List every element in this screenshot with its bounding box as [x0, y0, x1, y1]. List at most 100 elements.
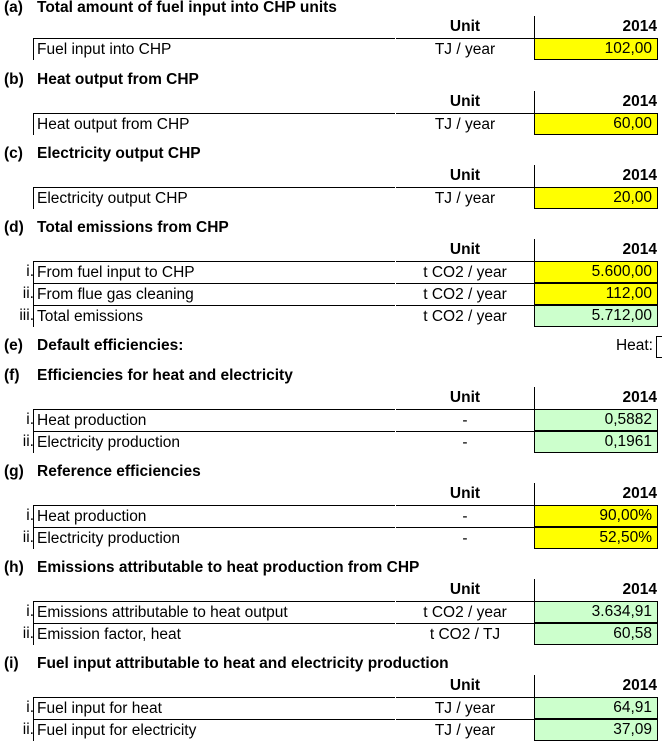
row-label: Emissions attributable to heat output [33, 601, 395, 623]
input-cell[interactable]: 5.600,00 [534, 261, 658, 283]
row-index: ii. [22, 625, 34, 642]
heat-default-input[interactable] [656, 336, 662, 358]
row-index: i. [26, 603, 34, 620]
unit-header: Unit [449, 241, 481, 258]
year-header: 2014 [534, 483, 657, 505]
row-index: ii. [22, 285, 34, 302]
section-a-header: Unit 2014 [0, 16, 662, 38]
row-label: Fuel input for heat [33, 697, 395, 719]
calculated-cell: 37,09 [534, 719, 658, 741]
row-label: Fuel input for electricity [33, 719, 395, 741]
row-label: From flue gas cleaning [33, 283, 395, 305]
table-row: ii. Electricity production - 52,50% [0, 527, 662, 549]
section-title: Total amount of fuel input into CHP unit… [37, 0, 337, 16]
row-index: i. [26, 507, 34, 524]
section-letter: (d) [4, 219, 24, 236]
row-index: i. [26, 263, 34, 280]
table-row: ii. Fuel input for electricity TJ / year… [0, 719, 662, 741]
section-title: Default efficiencies: [37, 337, 184, 354]
calculated-cell: 5.712,00 [534, 305, 658, 327]
row-label: From fuel input to CHP [33, 261, 395, 283]
year-header: 2014 [534, 579, 657, 601]
row-label: Electricity output CHP [33, 187, 395, 209]
row-unit: t CO2 / year [396, 305, 534, 327]
table-row: i. Fuel input for heat TJ / year 64,91 [0, 697, 662, 719]
unit-header: Unit [449, 677, 481, 694]
calculated-cell: 60,58 [534, 623, 658, 645]
calculated-cell: 3.634,91 [534, 601, 658, 623]
section-title: Electricity output CHP [37, 145, 201, 162]
row-index: ii. [22, 529, 34, 546]
row-index: ii. [22, 433, 34, 450]
row-unit: - [396, 527, 534, 549]
table-row: ii. Emission factor, heat t CO2 / TJ 60,… [0, 623, 662, 645]
section-letter: (a) [4, 0, 23, 16]
year-header: 2014 [534, 91, 657, 113]
row-unit: t CO2 / year [396, 283, 534, 305]
section-title: Emissions attributable to heat productio… [37, 559, 420, 576]
row-label: Heat output from CHP [33, 113, 395, 135]
year-header: 2014 [534, 675, 657, 697]
heat-default-label: Heat: [615, 337, 653, 354]
section-letter: (i) [4, 655, 19, 672]
input-cell[interactable]: 52,50% [534, 527, 658, 549]
input-cell[interactable]: 20,00 [534, 187, 658, 209]
year-header: 2014 [534, 387, 657, 409]
row-unit: - [396, 505, 534, 527]
section-b-header: Unit 2014 [0, 91, 662, 113]
unit-header: Unit [449, 389, 481, 406]
row-unit: TJ / year [396, 38, 534, 60]
row-unit: TJ / year [396, 187, 534, 209]
section-letter: (b) [4, 71, 24, 88]
section-letter: (f) [4, 367, 20, 384]
row-unit: t CO2 / TJ [396, 623, 534, 645]
row-unit: TJ / year [396, 113, 534, 135]
section-title: Total emissions from CHP [37, 219, 229, 236]
section-letter: (h) [4, 559, 24, 576]
row-index: i. [26, 411, 34, 428]
table-row: i. Heat production - 0,5882 [0, 409, 662, 431]
row-index: i. [26, 699, 34, 716]
unit-header: Unit [449, 581, 481, 598]
row-unit: t CO2 / year [396, 601, 534, 623]
row-label: Emission factor, heat [33, 623, 395, 645]
section-title: Efficiencies for heat and electricity [37, 367, 293, 384]
unit-header: Unit [449, 485, 481, 502]
table-row: i. Heat production - 90,00% [0, 505, 662, 527]
row-unit: t CO2 / year [396, 261, 534, 283]
section-f-header: Unit 2014 [0, 387, 662, 409]
table-row: iii. Total emissions t CO2 / year 5.712,… [0, 305, 662, 327]
table-row: ii. Electricity production - 0,1961 [0, 431, 662, 453]
row-index: ii. [22, 721, 34, 738]
section-c-header: Unit 2014 [0, 165, 662, 187]
section-g-header: Unit 2014 [0, 483, 662, 505]
section-letter: (g) [4, 463, 24, 480]
table-row: Fuel input into CHP TJ / year 102,00 [0, 38, 662, 60]
row-label: Total emissions [33, 305, 395, 327]
unit-header: Unit [449, 93, 481, 110]
calculated-cell: 64,91 [534, 697, 658, 719]
row-unit: - [396, 431, 534, 453]
unit-header: Unit [449, 18, 481, 35]
row-unit: TJ / year [396, 697, 534, 719]
input-cell[interactable]: 60,00 [534, 113, 658, 135]
calculated-cell: 0,1961 [534, 431, 658, 453]
unit-header: Unit [449, 167, 481, 184]
section-title: Fuel input attributable to heat and elec… [37, 655, 449, 672]
calculated-cell: 0,5882 [534, 409, 658, 431]
table-row: ii. From flue gas cleaning t CO2 / year … [0, 283, 662, 305]
section-d-header: Unit 2014 [0, 239, 662, 261]
section-i-header: Unit 2014 [0, 675, 662, 697]
row-label: Fuel input into CHP [33, 38, 395, 60]
input-cell[interactable]: 90,00% [534, 505, 658, 527]
table-row: i. Emissions attributable to heat output… [0, 601, 662, 623]
row-index: iii. [19, 307, 34, 324]
input-cell[interactable]: 102,00 [534, 38, 658, 60]
section-letter: (c) [4, 145, 23, 162]
row-label: Electricity production [33, 431, 395, 453]
section-title: Reference efficiencies [37, 463, 201, 480]
section-title: Heat output from CHP [37, 71, 199, 88]
input-cell[interactable]: 112,00 [534, 283, 658, 305]
section-h-header: Unit 2014 [0, 579, 662, 601]
row-label: Heat production [33, 505, 395, 527]
